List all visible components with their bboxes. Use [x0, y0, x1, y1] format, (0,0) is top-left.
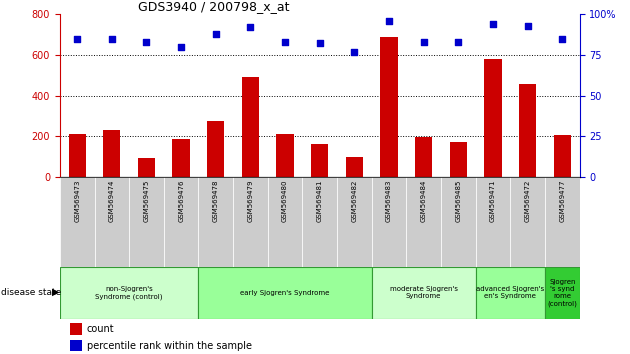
Text: moderate Sjogren's
Syndrome: moderate Sjogren's Syndrome [390, 286, 457, 299]
Text: count: count [87, 324, 115, 334]
Bar [268, 177, 302, 267]
Bar [60, 177, 94, 267]
Text: GSM569479: GSM569479 [248, 180, 253, 222]
Bar [476, 267, 545, 319]
Text: non-Sjogren's
Syndrome (control): non-Sjogren's Syndrome (control) [95, 286, 163, 300]
Bar [337, 177, 372, 267]
Point [384, 18, 394, 23]
Bar [554, 135, 571, 177]
Bar [69, 134, 86, 177]
Point [245, 24, 255, 30]
Bar [476, 177, 510, 267]
Point [106, 36, 117, 41]
Bar [207, 121, 224, 177]
Point [314, 41, 325, 46]
Text: GSM569485: GSM569485 [455, 180, 461, 222]
Bar [60, 267, 198, 319]
Bar [129, 177, 164, 267]
Text: disease state: disease state [1, 287, 62, 297]
Text: GSM569472: GSM569472 [525, 180, 530, 222]
Bar [545, 267, 580, 319]
Bar [103, 130, 120, 177]
Point [453, 39, 463, 45]
Text: GSM569474: GSM569474 [109, 180, 115, 222]
Bar [381, 36, 398, 177]
Bar [233, 177, 268, 267]
Bar [164, 177, 198, 267]
Bar [71, 340, 82, 351]
Point [349, 49, 359, 55]
Point [522, 23, 532, 28]
Bar [311, 144, 328, 177]
Text: GSM569482: GSM569482 [352, 180, 357, 222]
Bar [510, 177, 545, 267]
Point [176, 44, 186, 50]
Bar [198, 267, 372, 319]
Bar [198, 177, 233, 267]
Point [280, 39, 290, 45]
Text: percentile rank within the sample: percentile rank within the sample [87, 341, 252, 350]
Bar [173, 139, 190, 177]
Text: GSM569480: GSM569480 [282, 180, 288, 222]
Point [72, 36, 82, 41]
Bar [71, 323, 82, 335]
Bar [94, 177, 129, 267]
Bar [372, 177, 406, 267]
Text: GSM569477: GSM569477 [559, 180, 565, 222]
Text: GSM569471: GSM569471 [490, 180, 496, 222]
Text: early Sjogren's Syndrome: early Sjogren's Syndrome [241, 290, 329, 296]
Text: ▶: ▶ [52, 287, 59, 297]
Bar [372, 267, 476, 319]
Text: GSM569473: GSM569473 [74, 180, 80, 222]
Text: GDS3940 / 200798_x_at: GDS3940 / 200798_x_at [138, 0, 289, 13]
Bar [346, 156, 363, 177]
Text: GSM569481: GSM569481 [317, 180, 323, 222]
Bar [138, 158, 155, 177]
Bar [519, 84, 536, 177]
Point [141, 39, 151, 45]
Text: Sjogren
's synd
rome
(control): Sjogren 's synd rome (control) [547, 279, 577, 307]
Bar [450, 142, 467, 177]
Bar [242, 77, 259, 177]
Point [488, 21, 498, 27]
Point [210, 31, 220, 36]
Text: GSM569475: GSM569475 [144, 180, 149, 222]
Bar [302, 177, 337, 267]
Bar [277, 134, 294, 177]
Bar [484, 59, 501, 177]
Bar [406, 177, 441, 267]
Text: GSM569484: GSM569484 [421, 180, 427, 222]
Bar [441, 177, 476, 267]
Bar [415, 137, 432, 177]
Text: advanced Sjogren's
en's Syndrome: advanced Sjogren's en's Syndrome [476, 286, 544, 299]
Text: GSM569483: GSM569483 [386, 180, 392, 222]
Bar [545, 177, 580, 267]
Point [557, 36, 567, 41]
Point [418, 39, 428, 45]
Text: GSM569476: GSM569476 [178, 180, 184, 222]
Text: GSM569478: GSM569478 [213, 180, 219, 222]
